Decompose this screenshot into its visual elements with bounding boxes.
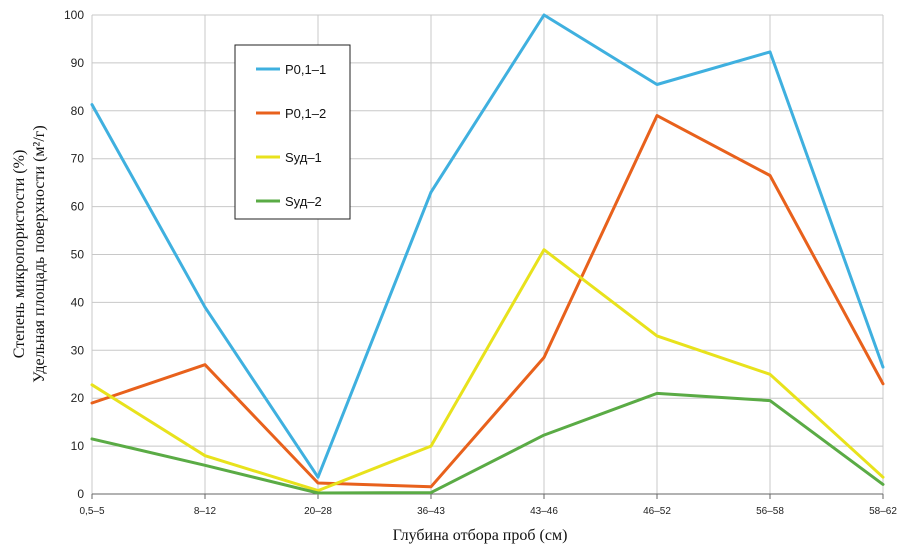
series-line-2 bbox=[90, 248, 885, 493]
axes bbox=[91, 493, 884, 499]
y-tick-label: 20 bbox=[71, 391, 85, 405]
x-tick-label: 8–12 bbox=[194, 506, 217, 517]
x-tick-label: 20–28 bbox=[304, 506, 332, 517]
y-tick-label: 70 bbox=[71, 152, 85, 166]
grid-lines bbox=[91, 14, 884, 495]
y-tick-label: 60 bbox=[71, 200, 85, 214]
x-tick-label: 0,5–5 bbox=[79, 506, 104, 517]
series-line-3 bbox=[90, 391, 885, 495]
y-axis-title-line2: Удельная площадь поверхности (м²/г) bbox=[31, 125, 48, 382]
legend-label-0: P0,1–1 bbox=[285, 62, 326, 77]
legend: P0,1–1 P0,1–2 Sуд–1 Sуд–2 bbox=[234, 44, 351, 220]
y-tick-label: 40 bbox=[71, 295, 85, 309]
legend-label-3: Sуд–2 bbox=[285, 194, 322, 209]
x-axis-title: Глубина отбора проб (см) bbox=[393, 527, 568, 544]
x-tick-label: 56–58 bbox=[756, 506, 784, 517]
y-tick-label: 80 bbox=[71, 104, 85, 118]
y-tick-label: 10 bbox=[71, 439, 85, 453]
y-tick-labels: 0 10 20 30 40 50 60 70 80 90 100 bbox=[64, 8, 84, 501]
x-tick-label: 58–62 bbox=[869, 506, 897, 517]
x-tick-label: 36–43 bbox=[417, 506, 445, 517]
y-tick-label: 90 bbox=[71, 56, 85, 70]
y-tick-label: 30 bbox=[71, 343, 85, 357]
y-tick-label: 100 bbox=[64, 8, 84, 22]
x-tick-labels: 0,5–5 8–12 20–28 36–43 43–46 46–52 56–58 58–62 bbox=[79, 506, 897, 517]
series-line-1 bbox=[90, 114, 885, 489]
x-tick-label: 46–52 bbox=[643, 506, 671, 517]
y-tick-label: 50 bbox=[71, 248, 85, 262]
y-tick-label: 0 bbox=[77, 487, 84, 501]
x-tick-label: 43–46 bbox=[530, 506, 558, 517]
y-axis-title-line1: Степень микропористости (%) bbox=[11, 150, 28, 359]
legend-label-2: Sуд–1 bbox=[285, 150, 322, 165]
legend-label-1: P0,1–2 bbox=[285, 106, 326, 121]
series-lines bbox=[90, 13, 885, 495]
legend-box bbox=[234, 44, 351, 220]
series-line-0 bbox=[90, 13, 885, 479]
